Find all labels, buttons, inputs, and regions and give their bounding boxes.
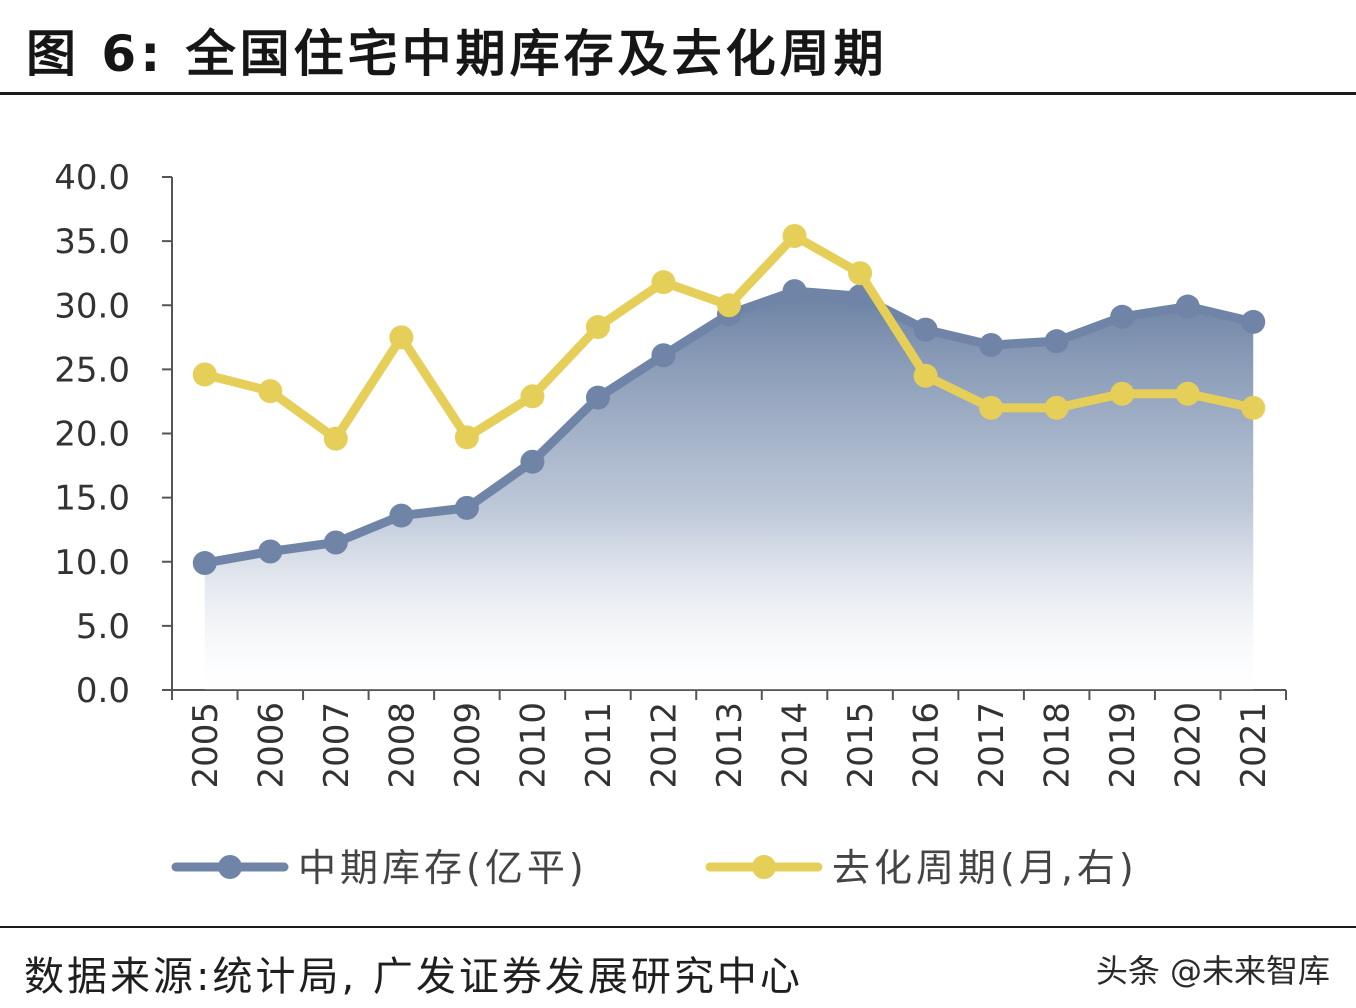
inventory-point xyxy=(651,343,676,368)
destock-cycle-point xyxy=(1044,395,1069,420)
x-tick-label: 2010 xyxy=(513,702,553,789)
x-tick-label: 2018 xyxy=(1038,702,1078,789)
x-tick-label: 2016 xyxy=(907,702,947,789)
y-tick-label: 10.0 xyxy=(54,543,130,583)
x-tick-label: 2014 xyxy=(776,702,816,789)
y-tick-label: 40.0 xyxy=(54,158,130,198)
inventory-point xyxy=(520,449,545,474)
legend-destock-cycle-swatch-marker xyxy=(752,855,776,879)
inventory-area xyxy=(204,291,1254,690)
destock-cycle-point xyxy=(1175,381,1200,406)
x-tick-label: 2008 xyxy=(382,702,422,789)
x-tick-label: 2021 xyxy=(1234,702,1274,789)
destock-cycle-point xyxy=(585,315,610,340)
destock-cycle-point xyxy=(1241,395,1266,420)
destock-cycle-point xyxy=(913,363,938,388)
y-tick-label: 0.0 xyxy=(76,671,130,711)
destock-cycle-point xyxy=(1110,381,1135,406)
x-tick-label: 2012 xyxy=(644,702,684,789)
x-tick-label: 2006 xyxy=(251,702,291,789)
x-tick-label: 2017 xyxy=(972,702,1012,789)
destock-cycle-point xyxy=(651,270,676,295)
page-title: 图 6: 全国住宅中期库存及去化周期 xyxy=(26,25,888,83)
inventory-point xyxy=(323,530,348,555)
x-tick-label: 2015 xyxy=(841,702,881,789)
destock-cycle-point xyxy=(520,384,545,409)
inventory-point xyxy=(1110,304,1135,329)
destock-cycle-point xyxy=(389,325,414,350)
destock-cycle-point xyxy=(258,379,283,404)
inventory-point xyxy=(979,333,1004,358)
x-tick-label: 2019 xyxy=(1103,702,1143,789)
footer-divider xyxy=(0,926,1356,928)
y-tick-label: 20.0 xyxy=(54,415,130,455)
inventory-point xyxy=(454,495,479,520)
destock-cycle-point xyxy=(782,223,807,248)
inventory-point xyxy=(1241,309,1266,334)
x-tick-label: 2011 xyxy=(579,702,619,789)
destock-cycle-point xyxy=(192,362,217,387)
legend-destock-cycle-label: 去化周期(月,右) xyxy=(832,846,1138,890)
y-tick-label: 25.0 xyxy=(54,350,130,390)
x-tick-label: 2005 xyxy=(186,702,226,789)
inventory-point xyxy=(1044,329,1069,354)
y-tick-label: 30.0 xyxy=(54,286,130,326)
chart: 0.0 5.0 10.0 15.0 20.0 25.0 30.0 35.0 40.0 2005 20… xyxy=(54,158,1287,890)
data-source-note: 数据来源:统计局, 广发证券发展研究中心 xyxy=(24,954,803,1000)
destock-cycle-point xyxy=(717,293,741,318)
destock-cycle-point xyxy=(848,261,873,286)
title-divider xyxy=(0,92,1356,95)
inventory-point xyxy=(913,317,938,342)
inventory-point xyxy=(258,539,283,564)
y-tick-label: 35.0 xyxy=(54,222,130,262)
inventory-point xyxy=(782,279,807,304)
destock-cycle-point xyxy=(979,395,1004,420)
x-tick-label: 2013 xyxy=(710,702,750,789)
destock-cycle-point xyxy=(454,425,479,450)
x-tick-label: 2020 xyxy=(1169,702,1209,789)
x-tick-label: 2009 xyxy=(448,702,488,789)
inventory-point xyxy=(1175,294,1200,319)
y-tick-label: 5.0 xyxy=(76,607,130,647)
inventory-point xyxy=(585,385,610,410)
legend-inventory-swatch-marker xyxy=(218,855,242,879)
watermark: 头条 @未来智库 xyxy=(1095,952,1330,990)
inventory-point xyxy=(192,551,217,576)
legend-inventory-label: 中期库存(亿平) xyxy=(298,846,588,890)
y-tick-label: 15.0 xyxy=(54,479,130,519)
x-tick-label: 2007 xyxy=(317,702,357,789)
inventory-point xyxy=(389,503,414,528)
destock-cycle-point xyxy=(323,426,348,451)
